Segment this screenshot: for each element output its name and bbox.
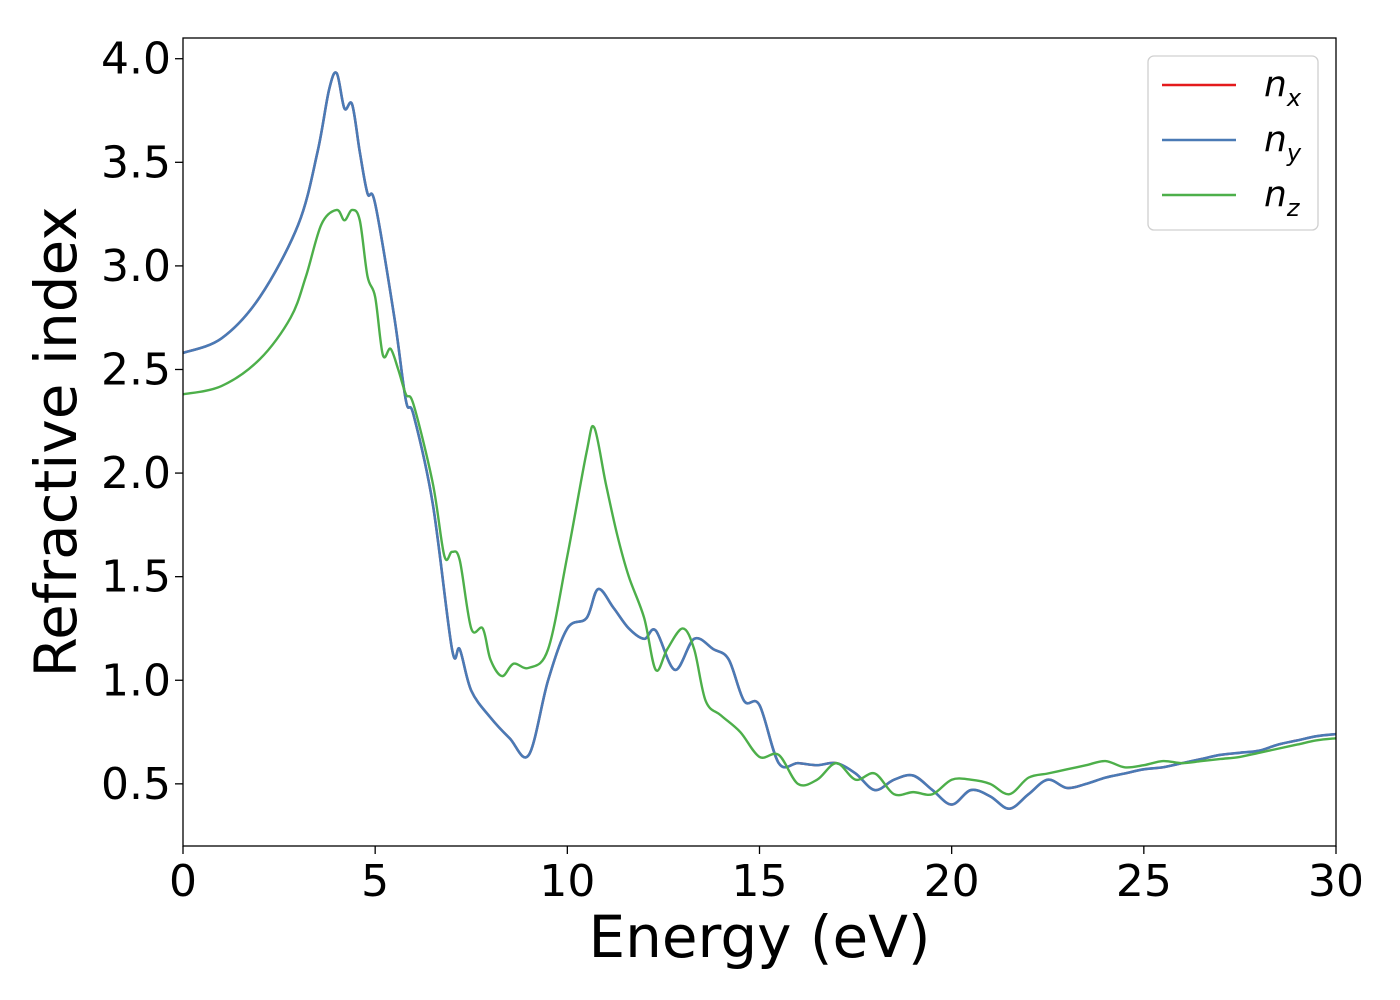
- y-tick-label: 3.0: [101, 241, 171, 292]
- x-axis-label: Energy (eV): [588, 903, 930, 971]
- x-tick-label: 15: [732, 856, 788, 907]
- legend-box: [1147, 55, 1319, 231]
- y-tick-label: 2.0: [101, 448, 171, 499]
- y-tick-label: 3.5: [101, 137, 171, 188]
- y-tick-label: 1.0: [101, 655, 171, 706]
- series-line-y: [183, 71, 1336, 811]
- legend-label-x: nx: [1264, 64, 1302, 112]
- legend-label-y: ny: [1264, 119, 1302, 167]
- x-tick-label: 0: [169, 856, 197, 907]
- x-tick-label: 20: [924, 856, 980, 907]
- y-tick-label: 0.5: [101, 759, 171, 810]
- y-axis: 0.5 1.0 1.5 2.0 2.5 3.0 3.5 4.0: [101, 34, 183, 810]
- y-tick-label: 4.0: [101, 34, 171, 85]
- series-line-z: [183, 208, 1336, 797]
- y-axis-label: Refractive index: [22, 206, 90, 677]
- plot-area: [183, 71, 1336, 811]
- x-tick-label: 10: [539, 856, 595, 907]
- x-tick-label: 5: [361, 856, 389, 907]
- y-tick-label: 2.5: [101, 344, 171, 395]
- x-tick-label: 30: [1308, 856, 1364, 907]
- x-axis: 0 5 10 15 20 25 30: [169, 846, 1364, 907]
- legend: nx ny nz: [1147, 55, 1319, 231]
- x-tick-label: 25: [1116, 856, 1172, 907]
- legend-label-z: nz: [1264, 174, 1301, 222]
- y-tick-label: 1.5: [101, 552, 171, 603]
